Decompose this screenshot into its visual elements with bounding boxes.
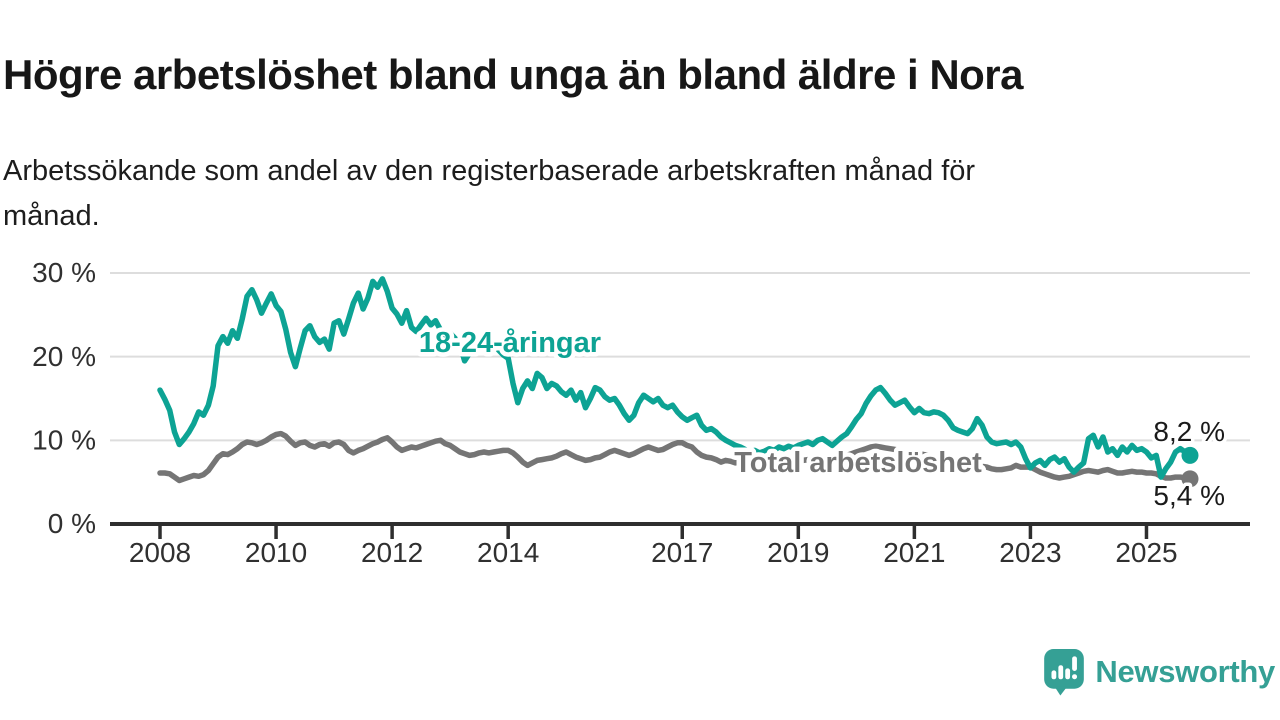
page-subtitle: Arbetssökande som andel av den registerb… [3,149,1183,239]
x-tick-label: 2012 [361,537,423,568]
x-tick-label: 2023 [999,537,1061,568]
x-tick-label: 2025 [1115,537,1177,568]
x-tick-label: 2010 [245,537,307,568]
subtitle-line-1: Arbetssökande som andel av den registerb… [3,155,976,187]
y-tick-label: 20 % [32,341,96,372]
y-tick-label: 0 % [48,508,96,539]
page-title: Högre arbetslöshet bland unga än bland ä… [3,51,1024,99]
y-tick-label: 30 % [32,257,96,288]
series-line-0 [157,276,1193,480]
newsworthy-wordmark: Newsworthy [1095,654,1275,689]
series-line-1 [157,430,1193,484]
x-tick-label: 2021 [883,537,945,568]
subtitle-line-2: månad. [3,200,100,232]
x-tick-label: 2014 [477,537,539,568]
series-end-dot-0 [1181,446,1199,464]
y-tick-label: 10 % [32,425,96,456]
series-end-value-0: 8,2 % [1153,416,1225,447]
newsworthy-logo: Newsworthy [1043,648,1275,696]
bar-chart-speech-bubble-icon [1044,649,1085,696]
x-tick-label: 2017 [651,537,713,568]
x-tick-label: 2019 [767,537,829,568]
series-label-0: 18-24-åringar [419,327,601,359]
series-label-1: Total arbetslöshet [734,447,982,479]
x-tick-label: 2008 [129,537,191,568]
series-end-value-1: 5,4 % [1153,480,1225,511]
series-end-dot-1 [1181,470,1199,488]
